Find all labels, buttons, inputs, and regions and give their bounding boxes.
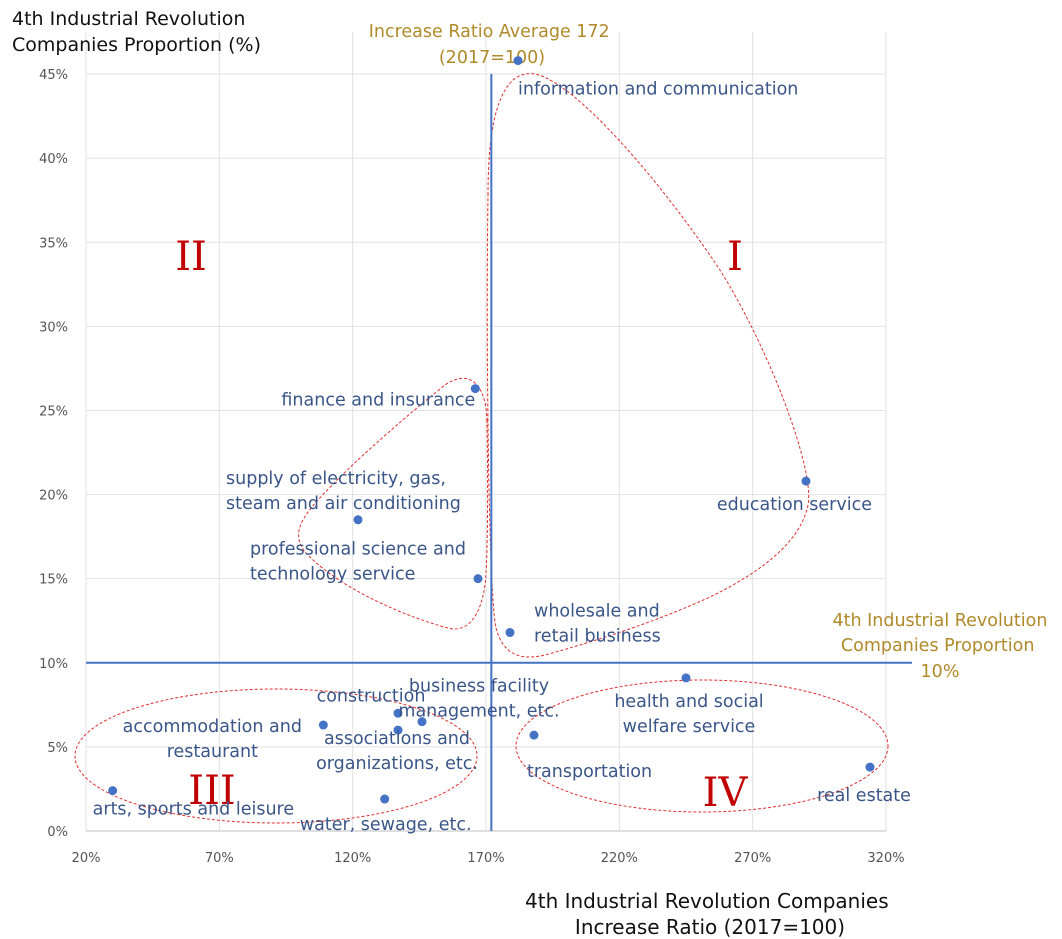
point-label: real estate bbox=[817, 786, 911, 806]
point-label: construction bbox=[317, 686, 426, 706]
point-label-line: accommodation and bbox=[123, 717, 302, 737]
data-point bbox=[108, 786, 118, 796]
point-label-line: health and social bbox=[614, 692, 763, 712]
data-point bbox=[865, 762, 875, 772]
data-points bbox=[108, 56, 875, 804]
x-tick-label: 70% bbox=[205, 851, 234, 866]
data-point bbox=[681, 673, 691, 683]
point-label: health and social welfare service bbox=[614, 692, 763, 737]
y-tick-label: 40% bbox=[39, 152, 68, 167]
point-label-line: associations and bbox=[324, 729, 470, 749]
data-point bbox=[353, 515, 363, 525]
data-point bbox=[470, 384, 480, 394]
x-axis-title-line-1: 4th Industrial Revolution Companies bbox=[525, 889, 889, 913]
point-label: arts, sports and leisure bbox=[93, 800, 294, 820]
data-point bbox=[393, 725, 403, 735]
point-label-line: welfare service bbox=[623, 717, 756, 737]
point-label-line: construction bbox=[317, 686, 426, 706]
y-tick-label: 30% bbox=[39, 320, 68, 335]
data-point bbox=[417, 717, 427, 727]
data-point bbox=[505, 628, 515, 638]
point-label: water, sewage, etc. bbox=[300, 815, 472, 835]
x-tick-label: 170% bbox=[467, 851, 504, 866]
point-label: accommodation and restaurant bbox=[123, 717, 302, 762]
y-axis-title: 4th Industrial Revolution Companies Prop… bbox=[12, 8, 261, 56]
quadrant-label-iii: III bbox=[188, 768, 235, 814]
horizontal-reference-label: 4th Industrial Revolution Companies Prop… bbox=[832, 611, 1053, 682]
point-label: associations and organizations, etc. bbox=[316, 729, 478, 774]
y-tick-label: 20% bbox=[39, 489, 68, 504]
y-tick-label: 25% bbox=[39, 404, 68, 419]
point-label-line: steam and air conditioning bbox=[226, 494, 461, 514]
point-label: business facility management, etc. bbox=[398, 677, 559, 722]
data-point bbox=[380, 794, 390, 804]
y-tick-label: 45% bbox=[39, 68, 68, 83]
x-tick-label: 220% bbox=[601, 851, 638, 866]
y-tick-label: 0% bbox=[47, 825, 68, 840]
horizontal-reference-label-line-2: Companies Proportion bbox=[841, 636, 1035, 656]
point-label: wholesale and retail business bbox=[534, 602, 661, 647]
point-label: supply of electricity, gas, steam and air… bbox=[226, 469, 461, 514]
horizontal-reference-label-line-3: 10% bbox=[921, 662, 960, 682]
point-label-line: retail business bbox=[534, 627, 661, 647]
data-point bbox=[473, 574, 483, 584]
axis-ticks: 0% 5% 10% 15% 20% 25% 30% 35% 40% 45% 20% 70% 120% 17… bbox=[39, 68, 904, 866]
vertical-reference-label-line-2: (2017=100) bbox=[439, 48, 545, 68]
point-label-line: professional science and bbox=[250, 540, 466, 560]
point-label: professional science and technology servi… bbox=[250, 540, 466, 585]
data-point bbox=[513, 56, 523, 66]
data-point bbox=[529, 730, 539, 740]
data-point bbox=[801, 476, 811, 486]
quadrant-iii-outline bbox=[74, 688, 478, 824]
point-label: finance and insurance bbox=[281, 391, 475, 411]
point-label-line: wholesale and bbox=[534, 602, 660, 622]
quadrant-label-iv: IV bbox=[703, 770, 749, 816]
point-label-line: organizations, etc. bbox=[316, 754, 478, 774]
quadrant-i-outline bbox=[486, 73, 810, 658]
quadrant-label-ii: II bbox=[175, 234, 207, 280]
point-label-line: water, sewage, etc. bbox=[300, 815, 472, 835]
point-labels: information and communication finance and… bbox=[93, 80, 911, 835]
vertical-reference-label: Increase Ratio Average 172 (2017=100) bbox=[369, 22, 616, 68]
point-label-line: supply of electricity, gas, bbox=[226, 469, 446, 489]
y-tick-label: 35% bbox=[39, 236, 68, 251]
point-label-line: information and communication bbox=[518, 80, 798, 100]
point-label-line: technology service bbox=[250, 565, 415, 585]
point-label-line: restaurant bbox=[167, 742, 258, 762]
x-tick-label: 320% bbox=[867, 851, 904, 866]
point-label-line: management, etc. bbox=[398, 702, 559, 722]
point-label-line: real estate bbox=[817, 786, 911, 806]
x-tick-label: 120% bbox=[334, 851, 371, 866]
y-axis-title-line-1: 4th Industrial Revolution bbox=[12, 8, 245, 30]
x-axis-title: 4th Industrial Revolution Companies Incr… bbox=[525, 889, 895, 939]
point-label-line: business facility bbox=[409, 677, 549, 697]
y-tick-label: 15% bbox=[39, 573, 68, 588]
x-axis-title-line-2: Increase Ratio (2017=100) bbox=[575, 915, 845, 939]
y-axis-title-line-2: Companies Proportion (%) bbox=[12, 34, 261, 56]
finance-group-outline bbox=[298, 377, 489, 630]
horizontal-reference-label-line-1: 4th Industrial Revolution bbox=[832, 611, 1047, 631]
point-label: transportation bbox=[527, 762, 652, 782]
data-point bbox=[318, 720, 328, 730]
point-label: education service bbox=[717, 495, 872, 515]
y-tick-label: 5% bbox=[47, 741, 68, 756]
point-label: information and communication bbox=[518, 80, 798, 100]
point-label-line: transportation bbox=[527, 762, 652, 782]
vertical-reference-label-line-1: Increase Ratio Average 172 bbox=[369, 22, 610, 42]
x-tick-label: 270% bbox=[734, 851, 771, 866]
point-label-line: arts, sports and leisure bbox=[93, 800, 294, 820]
data-point bbox=[393, 708, 403, 718]
highlight-shapes bbox=[74, 73, 889, 824]
y-tick-label: 10% bbox=[39, 657, 68, 672]
point-label-line: education service bbox=[717, 495, 872, 515]
point-label-line: finance and insurance bbox=[281, 391, 475, 411]
quadrant-iv-outline bbox=[515, 679, 889, 813]
quadrant-label-i: I bbox=[727, 234, 743, 280]
x-tick-label: 20% bbox=[72, 851, 101, 866]
